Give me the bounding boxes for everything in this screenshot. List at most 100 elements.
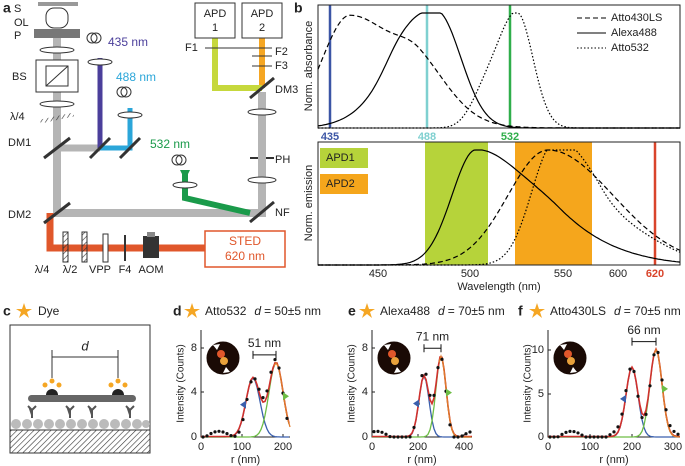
notch-filter (249, 200, 275, 224)
dichroic (249, 76, 275, 100)
label: DM2 (8, 209, 31, 221)
data-point (620, 412, 624, 416)
y-tick-label: 0 (191, 431, 197, 443)
laser-label: 435 nm (108, 35, 148, 49)
data-point (277, 366, 281, 370)
psf-arrow (384, 344, 401, 373)
psf-spot (388, 350, 396, 358)
data-point (676, 432, 680, 436)
data-point (636, 394, 640, 398)
legend-label: Atto430LS (611, 12, 662, 24)
panel-label: b (294, 0, 303, 16)
data-point (404, 435, 408, 439)
substrate (9, 429, 151, 454)
data-point (420, 373, 424, 378)
distance-label: d (81, 338, 89, 353)
data-point (552, 435, 556, 439)
panel-title: Atto532 d = 50±5 nm (205, 304, 321, 318)
data-point (632, 369, 636, 374)
label: P (14, 30, 21, 42)
y-tick-label: 5 (538, 388, 544, 400)
lens (87, 58, 113, 66)
panel-a: a S OL P BS λ/4 DM1 DM2 435 nm 488 nm 53… (3, 0, 298, 276)
marker (620, 394, 626, 403)
data-point (668, 424, 672, 428)
data-point (432, 393, 436, 397)
data-point (560, 432, 564, 436)
beam-splitter-cube (45, 65, 69, 87)
waveplate (39, 112, 75, 124)
data-point (656, 350, 660, 355)
band-label: APD2 (326, 178, 355, 190)
label: S (14, 3, 21, 15)
apd1-band (425, 142, 488, 265)
data-point (265, 389, 269, 393)
data-point (568, 429, 572, 433)
apd2-band (515, 142, 592, 265)
y-tick-label: 0 (538, 431, 544, 443)
data-point (261, 396, 265, 400)
data-point (436, 365, 440, 370)
data-point (201, 435, 205, 439)
laser-label: 532 (501, 131, 519, 143)
title-part: = 50±5 nm (264, 304, 321, 318)
spectrum (318, 149, 681, 266)
x-tick-label: 0 (198, 441, 204, 453)
lens (247, 108, 277, 116)
sted-box (204, 230, 286, 268)
label: NF (275, 207, 290, 219)
data-point (628, 367, 632, 371)
title-part: d (254, 304, 261, 318)
spectrum (318, 149, 681, 266)
data-point (468, 430, 472, 434)
x-axis-label: r (nm) (231, 454, 260, 466)
title-part: = 70±5 nm (624, 304, 681, 318)
data-point (408, 435, 412, 439)
data-point (225, 432, 229, 436)
spectrum (318, 12, 680, 129)
label: λ/2 (63, 264, 78, 276)
y-tick-label: 8 (362, 342, 368, 354)
lens (247, 176, 277, 184)
data-point (600, 435, 604, 439)
psf-arrow (560, 344, 577, 373)
data-point (648, 384, 652, 388)
sted-label: 620 nm (225, 249, 265, 263)
title-part: = 70±5 nm (448, 304, 505, 318)
data-point (205, 434, 209, 438)
laser-label: 435 (321, 131, 339, 143)
data-point (452, 435, 456, 439)
title-part: Atto532 (205, 304, 247, 318)
data-point (213, 430, 217, 434)
mirror (118, 136, 142, 160)
axes-frame (317, 4, 681, 129)
spectrum (318, 149, 681, 266)
label: DM3 (275, 84, 298, 96)
phase-plate (102, 233, 109, 263)
fit-curve (201, 363, 290, 438)
data-point (572, 429, 576, 434)
data-point (209, 431, 213, 436)
x-tick-label: 450 (369, 268, 387, 280)
apd1-legend (320, 148, 368, 168)
data-point (388, 435, 392, 439)
data-point (664, 408, 668, 412)
dye (46, 389, 58, 395)
data-point (576, 431, 580, 435)
data-point (660, 378, 664, 382)
fiber-output (180, 170, 190, 180)
lens (39, 46, 75, 54)
fit-curve (548, 366, 680, 438)
title-part: Alexa488 (380, 304, 430, 318)
data-point (241, 417, 245, 422)
legend-label: Alexa488 (611, 27, 657, 39)
beams (46, 38, 266, 252)
lens (172, 181, 198, 189)
label: F3 (275, 60, 288, 72)
data-point (584, 435, 588, 439)
lens (39, 100, 75, 108)
panel-label: c (3, 303, 11, 319)
x-tick-label: 200 (623, 441, 641, 453)
separation-label: 71 nm (416, 329, 449, 343)
dna-origami (28, 395, 136, 402)
